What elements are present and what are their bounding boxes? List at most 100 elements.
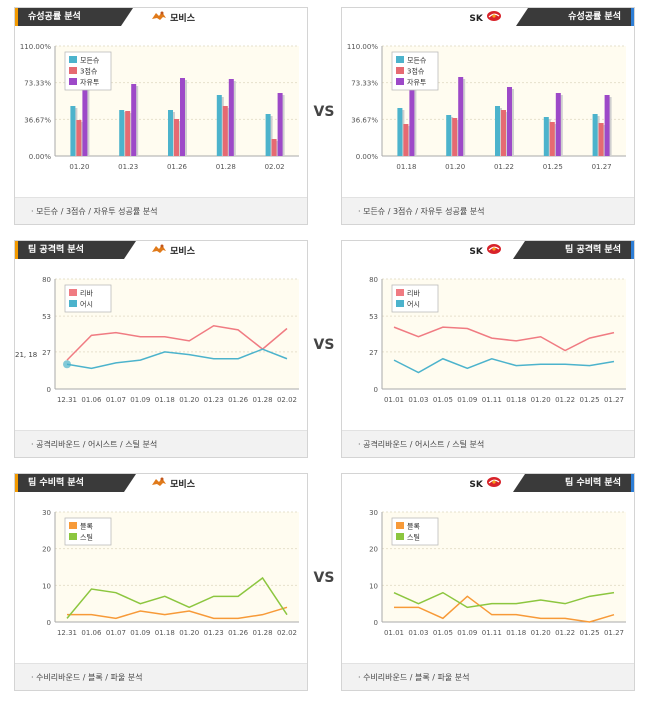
sk-logo-icon (487, 477, 501, 487)
bar (168, 110, 173, 156)
team-name: SK (469, 476, 502, 493)
series-line (66, 324, 288, 361)
x-tick-label: 01.06 (81, 629, 102, 637)
panel-right: 팀 수비력 분석 SK 30 20 10 0 01.01 01.03 01.05 01.09 01… (341, 473, 635, 691)
bar (495, 106, 500, 156)
series-line (393, 326, 615, 352)
bar (501, 110, 506, 156)
x-tick-label: 01.27 (592, 163, 612, 171)
x-tick-label: 01.27 (604, 396, 624, 404)
x-tick-label: 01.22 (555, 629, 575, 637)
legend-label: 모든슈 (407, 57, 427, 65)
legend-swatch (396, 522, 404, 529)
legend-swatch (69, 78, 77, 85)
y-tick-label: 80 (42, 276, 51, 284)
x-tick-label: 12.31 (57, 629, 77, 637)
x-tick-label: 01.25 (543, 163, 563, 171)
legend-swatch (396, 67, 404, 74)
team-logo (151, 476, 167, 493)
y-tick-label: 27 (369, 349, 378, 357)
team-label: 모비스 (170, 14, 195, 24)
legend-swatch (396, 289, 404, 296)
x-tick-label: 01.27 (604, 629, 624, 637)
x-tick-label: 01.11 (482, 629, 502, 637)
team-name: 모비스 (151, 476, 195, 493)
team-logo (486, 10, 502, 27)
x-tick-label: 01.28 (216, 163, 236, 171)
team-name: 모비스 (151, 243, 195, 260)
chart: 110.00% 73.33% 36.67% 0.00% 01.20 01.23 01.26 0… (20, 43, 299, 171)
bar (555, 93, 561, 156)
bar (403, 124, 409, 156)
bar (222, 106, 228, 156)
section-tab: 팀 수비력 분석 (15, 474, 136, 492)
section-tab: 슈성공률 분석 (516, 8, 634, 26)
bar (76, 120, 82, 156)
bar (82, 56, 88, 156)
x-tick-label: 01.01 (384, 396, 404, 404)
mobis-logo-icon (152, 244, 166, 253)
section-tab: 팀 공격력 분석 (513, 241, 634, 259)
bar (265, 114, 271, 156)
y-tick-label: 0 (374, 386, 378, 394)
panel-left: 팀 공격력 분석 모비스 80 53 27 0 21, 18 12.31 01.06 01.07… (14, 240, 308, 458)
team-logo (151, 243, 167, 260)
team-name: SK (469, 10, 502, 27)
legend-swatch (69, 300, 77, 307)
x-tick-label: 01.20 (445, 163, 465, 171)
legend-label: 어시 (407, 300, 420, 309)
y-tick-label: 20 (369, 546, 378, 554)
x-tick-label: 01.25 (580, 629, 600, 637)
legend-label: 3점슈 (407, 68, 425, 76)
legend-label: 리바 (407, 289, 420, 298)
bar (452, 118, 458, 156)
bar (507, 87, 512, 156)
x-tick-label: 01.20 (531, 396, 551, 404)
series-line (67, 606, 288, 620)
legend-swatch (396, 533, 404, 540)
y-tick-label: 0.00% (29, 153, 52, 161)
team-label: 모비스 (170, 480, 195, 490)
mobis-logo-icon (152, 11, 166, 20)
legend-swatch (69, 56, 77, 63)
series-line (394, 595, 615, 623)
bar (131, 84, 137, 156)
legend-swatch (396, 300, 404, 307)
x-tick-label: 01.26 (228, 396, 249, 404)
x-tick-label: 01.20 (179, 629, 199, 637)
y-tick-label: 53 (42, 313, 51, 321)
x-tick-label: 01.03 (408, 396, 428, 404)
series-line (393, 357, 615, 374)
bar (271, 139, 277, 156)
panel-header: 팀 수비력 분석 모비스 (15, 474, 307, 492)
panel-header: 팀 공격력 분석 모비스 (15, 241, 307, 259)
y-tick-label: 27 (42, 349, 51, 357)
bar (228, 79, 234, 156)
x-tick-label: 01.01 (384, 629, 404, 637)
highlight-point[interactable] (63, 360, 71, 369)
section-tab: 팀 수비력 분석 (513, 474, 634, 492)
y-tick-label: 73.33% (24, 80, 51, 88)
chart: 30 20 10 0 01.01 01.03 01.05 01.09 01.11 01.18 01.… (369, 509, 626, 637)
x-tick-label: 01.26 (228, 629, 249, 637)
y-tick-label: 36.67% (351, 116, 378, 124)
bar (70, 106, 76, 156)
bar (543, 117, 549, 156)
legend-swatch (69, 67, 77, 74)
bar (409, 56, 415, 156)
x-tick-label: 01.22 (555, 396, 575, 404)
mobis-logo-icon (152, 477, 166, 486)
y-tick-label: 53 (369, 313, 378, 321)
x-tick-label: 02.02 (265, 163, 285, 171)
legend-label: 블록 (80, 522, 93, 531)
team-label: SK (469, 14, 483, 24)
legend-label: 자유투 (80, 78, 100, 87)
y-tick-label: 0 (47, 386, 51, 394)
series-line (393, 591, 615, 609)
panel-footer: · 수비리바운드 / 블록 / 파울 분석 (15, 663, 307, 690)
